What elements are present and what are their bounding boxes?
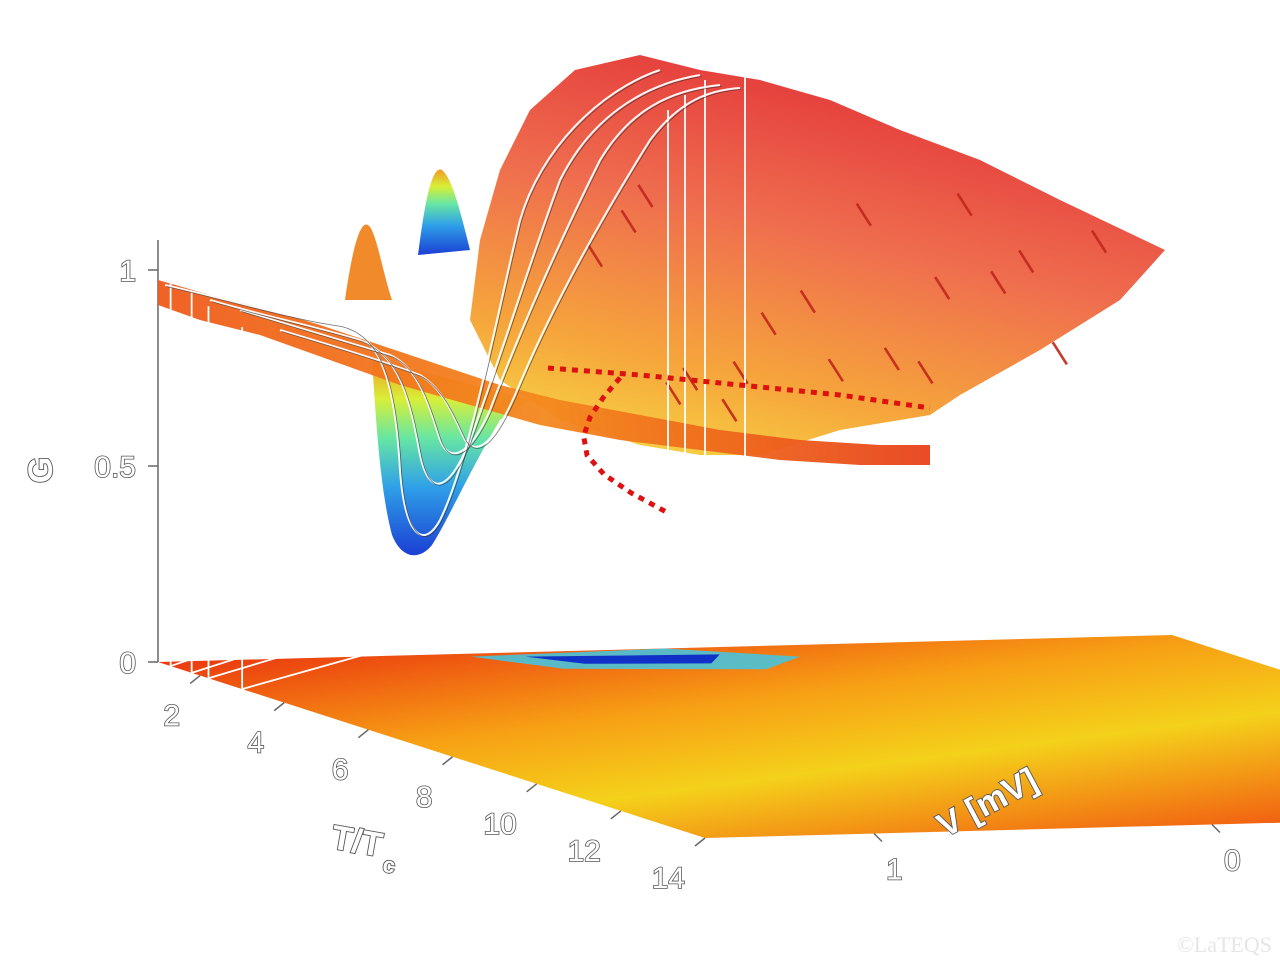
- coherence-peak-1: [345, 224, 392, 300]
- conductance-trace: [164, 69, 661, 537]
- surface-texture: [827, 358, 844, 382]
- gap-curve: [547, 365, 931, 514]
- floor-projection: [158, 635, 1280, 838]
- t-tick-label: 10: [483, 808, 516, 841]
- watermark: ©LaTEQS: [1177, 932, 1272, 957]
- gap-curve-rising: [581, 375, 667, 514]
- z-axis-label: G: [22, 457, 60, 483]
- curve-floor-trace: [241, 504, 897, 690]
- t-tick: [357, 729, 369, 739]
- coherence-peak-2: [418, 169, 470, 255]
- surface-texture: [1018, 249, 1035, 274]
- t-axis-label-sub: c: [381, 852, 397, 879]
- surface-back-sheet: [470, 55, 1165, 455]
- surface-texture: [883, 347, 900, 371]
- t-tick: [273, 702, 285, 712]
- t-tick: [526, 783, 538, 793]
- curve-floor-trace: [191, 475, 806, 674]
- conductance-trace: [209, 74, 701, 485]
- t-tick: [442, 756, 454, 766]
- z-tick-label: 1: [119, 255, 136, 288]
- surface-texture: [760, 311, 777, 336]
- t-tick: [610, 810, 622, 820]
- z-tick-label: 0: [119, 647, 136, 680]
- surface-texture: [799, 289, 816, 314]
- t-tick-label: 2: [163, 700, 180, 733]
- conductance-trace: [239, 84, 721, 455]
- gap-curve-plateau: [547, 365, 931, 411]
- surface-texture: [855, 203, 872, 227]
- floor-plane: [158, 635, 1280, 838]
- surface-texture: [620, 209, 637, 234]
- t-tick-label: 12: [567, 835, 600, 868]
- curve-floor-trace: [170, 463, 765, 667]
- t-tick-label: 4: [248, 727, 265, 760]
- t-tick: [189, 674, 201, 685]
- surface-texture: [956, 192, 973, 217]
- v-tick-label: 0: [1224, 845, 1241, 878]
- floor-gap-blue: [525, 654, 720, 664]
- surface-texture: [586, 243, 604, 268]
- conductance-trace-shadow: [166, 71, 662, 537]
- surface-texture: [917, 360, 934, 385]
- conductance-trace-shadow: [211, 76, 702, 486]
- t-tick-label: 6: [332, 754, 349, 787]
- t-tick: [694, 837, 706, 847]
- surface-texture: [637, 184, 654, 208]
- v-tick: [873, 832, 883, 843]
- surface-texture: [721, 398, 738, 422]
- surface-texture: [1090, 229, 1108, 254]
- conductance-trace: [279, 87, 741, 448]
- t-axis-label: T/Tc: [327, 818, 402, 878]
- v-tick-label: 1: [886, 854, 903, 887]
- conductance-trace-shadow: [281, 89, 742, 449]
- curve-floor-trace: [208, 487, 843, 680]
- front-ridge: [158, 280, 930, 465]
- highlighted-curves: [164, 69, 897, 690]
- z-tick-label: 0.5: [94, 451, 136, 484]
- conductance-trace-shadow: [241, 86, 722, 456]
- surface-texture: [1051, 341, 1068, 365]
- t-tick-label: 8: [416, 781, 433, 814]
- surface-texture: [990, 270, 1007, 295]
- conductance-surface: [158, 55, 1165, 556]
- t-tick-label: 14: [652, 862, 685, 895]
- surface-texture: [934, 276, 951, 300]
- v-tick: [1211, 823, 1221, 834]
